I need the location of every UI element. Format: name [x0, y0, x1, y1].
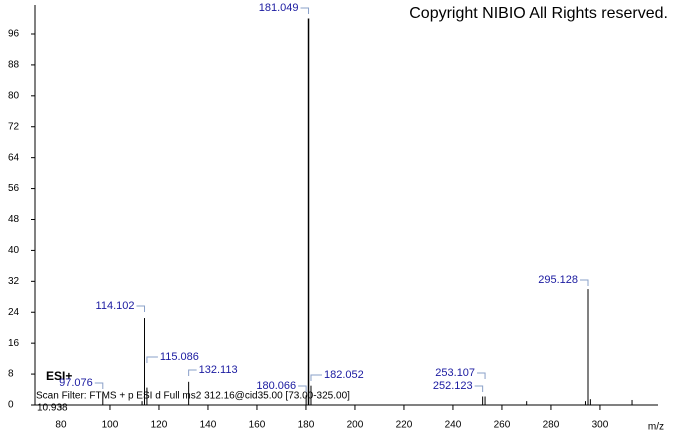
- label-connector: [136, 305, 146, 312]
- label-connector: [580, 279, 589, 286]
- x-tick-label: 300: [592, 420, 609, 431]
- label-connector: [477, 372, 486, 379]
- x-tick-label: 140: [200, 420, 217, 431]
- peak-label: 132.113: [199, 364, 238, 376]
- peak-label: 115.086: [160, 351, 199, 363]
- peak-label: 182.052: [324, 369, 364, 381]
- x-tick-label: 260: [494, 420, 511, 431]
- y-tick-label: 96: [8, 29, 20, 40]
- peak-label: 97.076: [59, 377, 93, 389]
- label-connector: [474, 385, 484, 392]
- label-connector: [94, 382, 104, 389]
- peak-label: 295.128: [538, 274, 578, 286]
- peak-label: 180.066: [256, 380, 296, 392]
- y-tick-label: 80: [8, 90, 20, 101]
- x-tick-label: 200: [347, 420, 364, 431]
- y-tick-label: 72: [8, 121, 20, 132]
- y-tick-label: 16: [8, 338, 20, 349]
- scan-filter: Scan Filter: FTMS + p ESI d Full ms2 312…: [36, 391, 350, 402]
- label-connector: [298, 385, 307, 392]
- peak-label: 114.102: [96, 300, 135, 312]
- y-tick-label: 0: [8, 400, 14, 411]
- label-connector: [188, 369, 197, 376]
- y-tick-label: 32: [8, 276, 20, 287]
- retention-time: 10.938: [37, 403, 68, 414]
- x-axis-label: m/z: [648, 422, 664, 433]
- x-tick-label: 100: [102, 420, 119, 431]
- y-tick-label: 56: [8, 183, 20, 194]
- label-connector: [146, 356, 158, 363]
- peak-label: 252.123: [433, 380, 473, 392]
- x-tick-label: 180: [298, 420, 315, 431]
- label-connector: [310, 374, 322, 381]
- peak-label: 181.049: [259, 2, 299, 14]
- x-tick-label: 120: [151, 420, 168, 431]
- label-connector: [300, 7, 310, 14]
- y-tick-label: 64: [8, 152, 20, 163]
- y-tick-label: 88: [8, 60, 20, 71]
- x-tick-label: 220: [396, 420, 413, 431]
- y-tick-label: 24: [8, 307, 20, 318]
- x-tick-label: 160: [249, 420, 266, 431]
- peak-label: 253.107: [435, 367, 475, 379]
- x-tick-label: 80: [55, 420, 67, 431]
- copyright: Copyright NIBIO All Rights reserved.: [409, 5, 668, 22]
- y-tick-label: 48: [8, 214, 20, 225]
- y-tick-label: 8: [8, 369, 14, 380]
- x-tick-label: 280: [543, 420, 560, 431]
- x-tick-label: 240: [445, 420, 462, 431]
- y-tick-label: 40: [8, 245, 20, 256]
- ionization: ESI+: [46, 369, 72, 383]
